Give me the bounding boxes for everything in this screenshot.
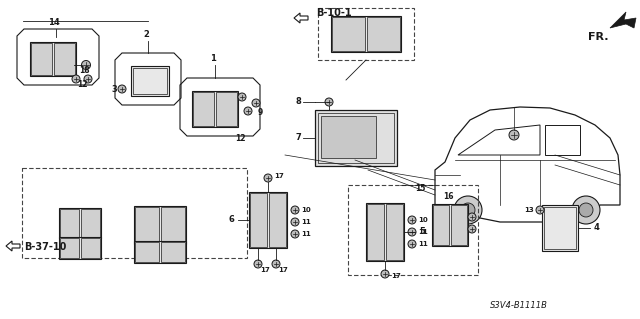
Text: 15: 15	[415, 184, 426, 193]
Circle shape	[454, 196, 482, 224]
Text: 4: 4	[594, 224, 600, 233]
Bar	[193, 92, 214, 126]
Bar	[432, 204, 468, 246]
Bar	[81, 209, 99, 237]
Text: 2: 2	[143, 30, 149, 39]
Circle shape	[291, 230, 299, 238]
Bar	[331, 16, 401, 52]
Bar	[249, 192, 287, 248]
Circle shape	[238, 93, 246, 101]
Bar	[134, 206, 186, 244]
Bar	[161, 242, 184, 262]
Bar	[135, 207, 159, 243]
Bar	[386, 204, 403, 260]
Text: 16: 16	[443, 192, 453, 201]
Polygon shape	[610, 12, 636, 28]
Bar	[81, 238, 99, 258]
Bar	[321, 116, 376, 158]
Text: B-10-1: B-10-1	[316, 8, 351, 18]
Text: 7: 7	[295, 133, 301, 143]
Circle shape	[468, 225, 476, 233]
Bar	[59, 208, 101, 238]
Circle shape	[118, 85, 126, 93]
Bar	[269, 193, 285, 247]
Bar	[367, 204, 383, 260]
Bar	[60, 238, 79, 258]
Bar	[135, 242, 159, 262]
Circle shape	[252, 99, 260, 107]
Text: B-37-10: B-37-10	[24, 242, 67, 252]
Bar	[161, 207, 184, 243]
Circle shape	[509, 130, 519, 140]
Text: 17: 17	[260, 267, 269, 273]
Text: 10: 10	[301, 207, 311, 213]
Circle shape	[408, 216, 416, 224]
Bar	[30, 42, 76, 76]
Text: 9: 9	[258, 108, 263, 117]
Text: 11: 11	[418, 241, 428, 247]
Text: 18: 18	[79, 66, 90, 75]
Bar	[318, 8, 414, 60]
Circle shape	[264, 174, 272, 182]
Bar	[54, 43, 74, 75]
Text: 13: 13	[524, 207, 534, 213]
Bar	[131, 66, 169, 96]
Circle shape	[291, 218, 299, 226]
Text: 10: 10	[418, 217, 428, 223]
Text: 3: 3	[111, 85, 117, 93]
Bar	[60, 209, 79, 237]
Circle shape	[291, 206, 299, 214]
Bar	[348, 185, 478, 275]
Text: 11: 11	[418, 229, 428, 235]
Circle shape	[536, 206, 544, 214]
Circle shape	[84, 75, 92, 83]
Text: 11: 11	[301, 219, 311, 225]
Text: 17: 17	[278, 267, 288, 273]
Text: S3V4-B1111B: S3V4-B1111B	[490, 301, 548, 310]
Bar	[318, 113, 394, 163]
Text: 12: 12	[77, 80, 87, 89]
Circle shape	[468, 213, 476, 221]
Bar	[315, 110, 397, 166]
Text: 11: 11	[301, 231, 311, 237]
Text: 6: 6	[228, 216, 234, 225]
Bar	[367, 17, 399, 51]
Circle shape	[272, 260, 280, 268]
Bar	[451, 205, 467, 245]
Bar	[433, 205, 449, 245]
Circle shape	[81, 61, 90, 70]
Text: 1: 1	[210, 54, 216, 63]
Bar	[59, 237, 101, 259]
Circle shape	[572, 196, 600, 224]
Bar	[22, 168, 247, 258]
Circle shape	[325, 98, 333, 106]
Circle shape	[254, 260, 262, 268]
Circle shape	[408, 228, 416, 236]
Text: 5: 5	[419, 227, 425, 236]
Circle shape	[408, 240, 416, 248]
Bar	[31, 43, 51, 75]
Text: 17: 17	[391, 273, 401, 279]
Bar	[332, 17, 365, 51]
Circle shape	[72, 75, 80, 83]
Bar	[542, 205, 578, 251]
Text: FR.: FR.	[588, 32, 608, 42]
Circle shape	[579, 203, 593, 217]
Circle shape	[381, 270, 389, 278]
Circle shape	[461, 203, 475, 217]
Text: 14: 14	[48, 18, 60, 27]
Bar	[544, 207, 576, 249]
Bar	[133, 68, 167, 94]
Bar	[250, 193, 266, 247]
Text: 17: 17	[274, 173, 284, 179]
Circle shape	[244, 107, 252, 115]
Bar	[366, 203, 404, 261]
Bar	[134, 241, 186, 263]
Text: 12: 12	[235, 134, 245, 143]
Text: 8: 8	[295, 98, 301, 107]
Bar	[216, 92, 237, 126]
Bar	[192, 91, 238, 127]
